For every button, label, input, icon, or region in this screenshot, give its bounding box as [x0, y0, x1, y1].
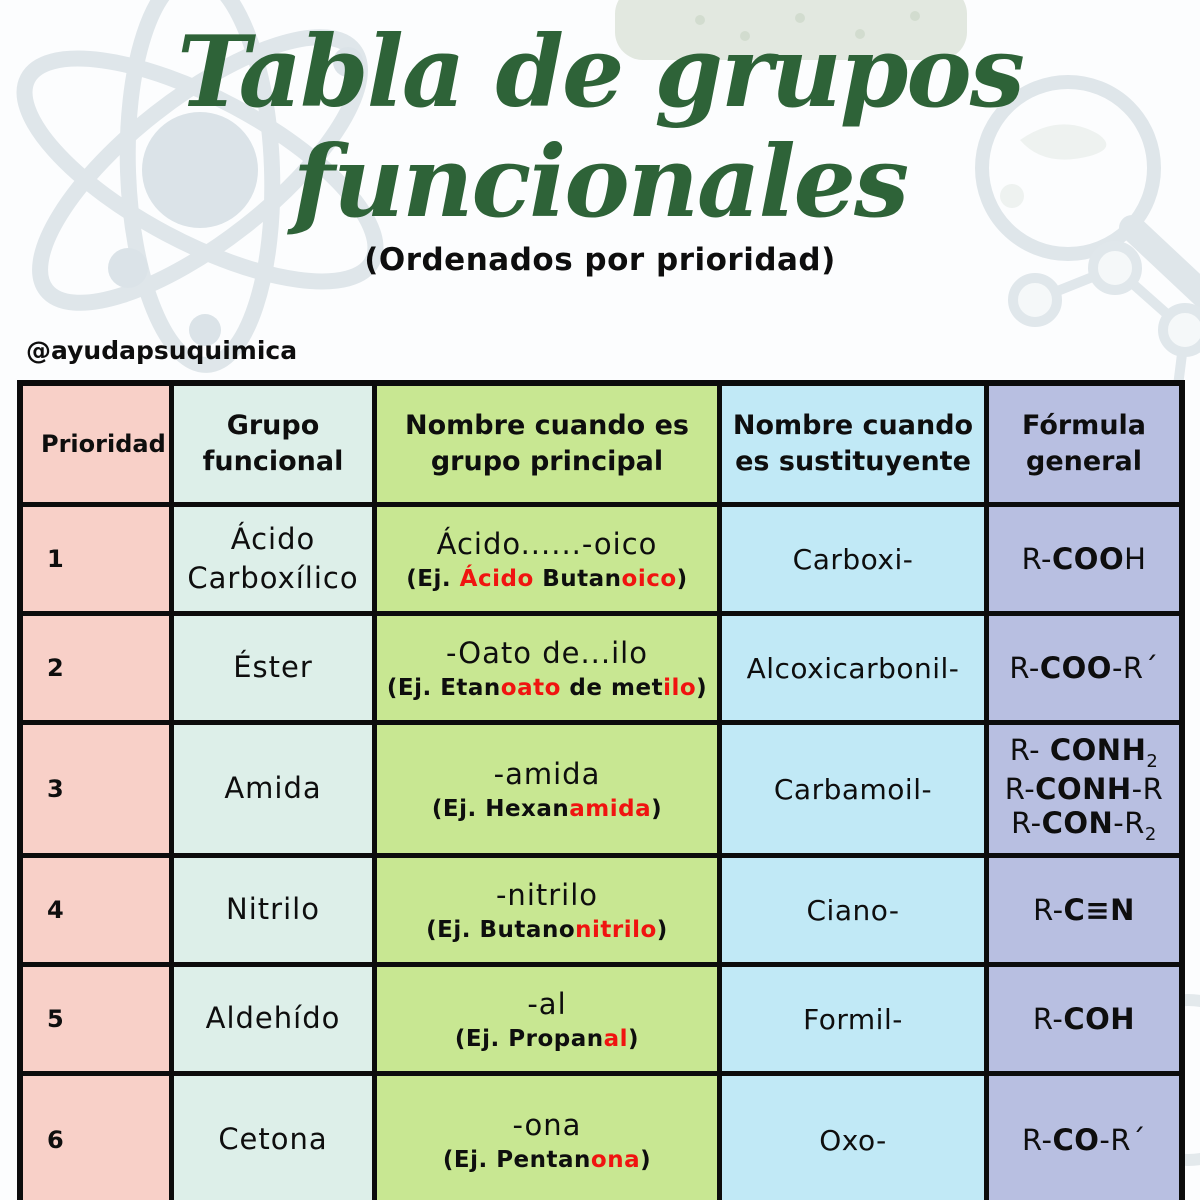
group-cell: Aldehído: [174, 967, 372, 1071]
substituent-cell: Oxo-: [722, 1076, 984, 1200]
principal-name: -ona: [512, 1107, 582, 1142]
header-nombre-sustituyente: Nombre cuando es sustituyente: [722, 386, 984, 502]
principal-cell: -al (Ej. Propanal): [377, 967, 717, 1071]
author-handle: @ayudapsuquimica: [26, 336, 298, 365]
formula-cell: R-CO-R´: [989, 1076, 1179, 1200]
principal-example: (Ej. Hexanamida): [431, 795, 663, 822]
formula-line: R-COH: [1032, 1001, 1136, 1036]
priority-cell: 6: [23, 1076, 169, 1200]
atom-icon: [16, 0, 384, 373]
formula-line: R-CO-R´: [1021, 1122, 1146, 1157]
substituent-cell: Ciano-: [722, 858, 984, 962]
formula-cell: R-C≡N: [989, 858, 1179, 962]
page-title-line1: Tabla de grupos: [177, 15, 1025, 130]
principal-name: -amida: [493, 756, 601, 791]
principal-name: -nitrilo: [495, 877, 599, 912]
principal-example: (Ej. Butanonitrilo): [426, 916, 668, 943]
group-cell: Nitrilo: [174, 858, 372, 962]
molecule-icon: [1008, 241, 1200, 411]
page-title-line2: funcionales: [292, 124, 909, 240]
principal-cell: -amida (Ej. Hexanamida): [377, 725, 717, 853]
principal-cell: -nitrilo (Ej. Butanonitrilo): [377, 858, 717, 962]
header-nombre-grupo-principal: Nombre cuando es grupo principal: [377, 386, 717, 502]
header-formula-general: Fórmula general: [989, 386, 1179, 502]
formula-cell: R- CONH2 R-CONH-R R-CON-R2: [989, 725, 1179, 853]
principal-example: (Ej. Ácido Butanoico): [406, 565, 688, 592]
content: Tabla de grupos funcionales (Ordenados p…: [0, 18, 1200, 1200]
formula-line: R-COO-R´: [1009, 650, 1159, 685]
principal-name: Ácido......-oico: [436, 526, 658, 561]
group-cell: Cetona: [174, 1076, 372, 1200]
page-subtitle: (Ordenados por prioridad): [364, 241, 836, 278]
group-cell: Ácido Carboxílico: [174, 507, 372, 611]
principal-cell: -ona (Ej. Pentanona): [377, 1076, 717, 1200]
formula-line: R- CONH2: [1009, 732, 1159, 772]
formula-cell: R-COOH: [989, 507, 1179, 611]
principal-cell: -Oato de...ilo (Ej. Etanoato de metilo): [377, 616, 717, 720]
formula-cell: R-COH: [989, 967, 1179, 1071]
substituent-cell: Formil-: [722, 967, 984, 1071]
priority-cell: 5: [23, 967, 169, 1071]
formula-line: R-CON-R2: [1011, 806, 1157, 845]
group-cell: Éster: [174, 616, 372, 720]
formula-line: R-C≡N: [1033, 892, 1135, 927]
header-prioridad: Prioridad: [23, 386, 169, 502]
principal-example: (Ej. Pentanona): [442, 1146, 652, 1173]
magnifier-icon: [975, 75, 1200, 310]
substituent-cell: Alcoxicarbonil-: [722, 616, 984, 720]
priority-cell: 3: [23, 725, 169, 853]
formula-cell: R-COO-R´: [989, 616, 1179, 720]
eraser-icon: [615, 0, 967, 60]
principal-name: -Oato de...ilo: [446, 635, 648, 670]
formula-line: R-COOH: [1021, 541, 1147, 576]
formula-line: R-CONH-R: [1004, 771, 1164, 806]
functional-groups-table: Prioridad Grupo funcional Nombre cuando …: [17, 380, 1185, 1200]
substituent-cell: Carbamoil-: [722, 725, 984, 853]
principal-example: (Ej. Propanal): [454, 1025, 640, 1052]
page-title: Tabla de grupos funcionales: [0, 18, 1200, 238]
header-grupo-funcional: Grupo funcional: [174, 386, 372, 502]
principal-example: (Ej. Etanoato de metilo): [386, 674, 708, 701]
priority-cell: 4: [23, 858, 169, 962]
group-cell: Amida: [174, 725, 372, 853]
principal-name: -al: [527, 986, 567, 1021]
principal-cell: Ácido......-oico (Ej. Ácido Butanoico): [377, 507, 717, 611]
priority-cell: 1: [23, 507, 169, 611]
substituent-cell: Carboxi-: [722, 507, 984, 611]
priority-cell: 2: [23, 616, 169, 720]
